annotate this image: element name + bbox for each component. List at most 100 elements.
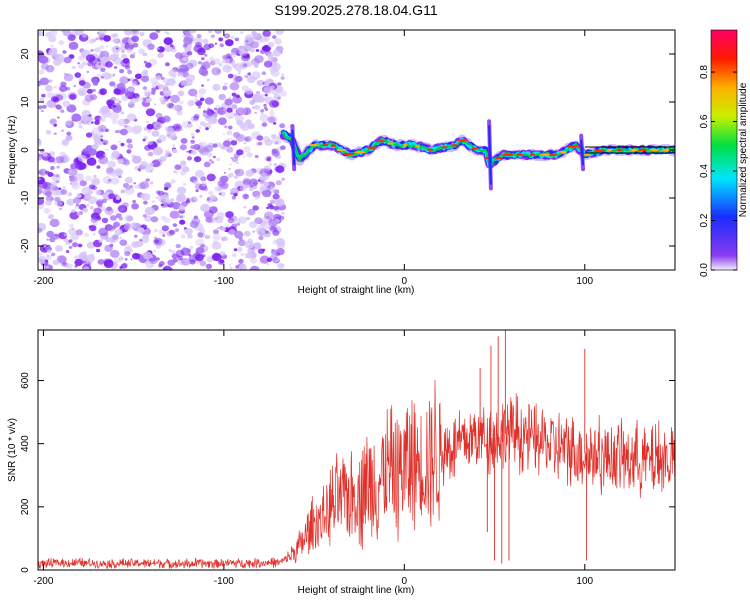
noise-blob xyxy=(170,44,174,48)
noise-blob xyxy=(132,252,140,260)
noise-blob xyxy=(193,215,199,220)
noise-blob xyxy=(142,52,148,57)
x-tick-label: -100 xyxy=(214,576,234,587)
noise-blob xyxy=(155,141,159,144)
noise-blob xyxy=(219,175,229,183)
signal-peak xyxy=(457,139,467,142)
noise-blob xyxy=(237,239,246,247)
noise-blob xyxy=(66,104,77,113)
noise-blob xyxy=(126,149,132,154)
signal-peak xyxy=(529,153,535,156)
noise-blob xyxy=(73,197,82,204)
noise-blob xyxy=(44,259,49,263)
noise-blob xyxy=(244,75,248,78)
noise-blob xyxy=(198,88,207,95)
noise-blob xyxy=(272,256,280,263)
noise-blob xyxy=(267,116,276,123)
noise-blob xyxy=(261,122,268,127)
noise-blob xyxy=(174,164,182,170)
noise-blob xyxy=(158,263,163,268)
noise-blob xyxy=(103,35,111,42)
noise-blob xyxy=(269,205,275,210)
noise-blob xyxy=(178,205,185,211)
noise-blob xyxy=(185,199,191,204)
noise-blob xyxy=(155,196,159,199)
noise-blob xyxy=(262,189,272,198)
noise-blob xyxy=(70,163,78,170)
signal-peak xyxy=(387,142,395,145)
noise-blob xyxy=(144,206,155,216)
noise-blob xyxy=(164,150,171,156)
noise-blob xyxy=(96,248,101,253)
noise-blob xyxy=(53,132,57,135)
noise-blob xyxy=(45,265,49,269)
noise-blob xyxy=(218,37,224,42)
noise-blob xyxy=(132,155,142,164)
noise-blob xyxy=(206,173,216,182)
noise-blob xyxy=(68,41,79,50)
noise-blob xyxy=(207,116,218,125)
noise-blob xyxy=(93,48,97,52)
noise-blob xyxy=(234,74,237,77)
noise-blob xyxy=(215,30,221,33)
noise-blob xyxy=(76,211,82,216)
noise-blob xyxy=(250,257,257,264)
noise-blob xyxy=(204,234,211,240)
noise-blob xyxy=(277,263,285,269)
noise-blob xyxy=(161,204,166,208)
noise-blob xyxy=(181,257,191,266)
noise-blob xyxy=(281,177,285,181)
noise-blob xyxy=(172,148,178,154)
noise-blob xyxy=(244,90,247,93)
noise-blob xyxy=(263,86,273,95)
noise-blob xyxy=(213,107,218,111)
colorbar-tick-label: 0.4 xyxy=(699,164,710,178)
noise-blob xyxy=(45,190,53,197)
noise-blob xyxy=(254,217,263,225)
noise-blob xyxy=(240,31,244,34)
noise-blob xyxy=(130,30,140,36)
noise-blob xyxy=(240,53,251,62)
snr-x-label: Height of straight line (km) xyxy=(298,585,415,596)
noise-blob xyxy=(129,54,135,59)
noise-blob xyxy=(190,149,197,155)
noise-blob xyxy=(232,76,242,84)
noise-blob xyxy=(121,50,125,53)
noise-blob xyxy=(91,144,99,150)
noise-blob xyxy=(201,57,205,61)
noise-blob xyxy=(212,233,221,241)
x-tick-label: 100 xyxy=(576,576,593,587)
noise-blob xyxy=(271,100,280,108)
noise-blob xyxy=(259,255,270,264)
snr-marks xyxy=(38,330,675,570)
noise-blob xyxy=(48,214,54,220)
noise-blob xyxy=(92,233,96,236)
noise-blob xyxy=(179,219,186,225)
noise-blob xyxy=(45,31,52,37)
noise-blob xyxy=(214,215,224,224)
noise-blob xyxy=(65,135,73,142)
noise-blob xyxy=(78,124,83,129)
noise-blob xyxy=(277,82,282,86)
noise-blob xyxy=(76,193,82,198)
noise-blob xyxy=(275,165,285,173)
noise-blob xyxy=(200,243,205,248)
noise-blob xyxy=(236,161,240,165)
noise-blob xyxy=(186,122,193,128)
noise-blob xyxy=(103,72,113,80)
noise-blob xyxy=(267,41,275,48)
noise-blob xyxy=(184,227,193,235)
noise-blob xyxy=(280,145,286,150)
noise-blob xyxy=(42,152,48,157)
noise-blob xyxy=(147,140,153,145)
noise-blob xyxy=(233,248,238,252)
noise-blob xyxy=(88,225,92,228)
noise-blob xyxy=(155,190,161,195)
noise-blob xyxy=(256,229,265,237)
noise-blob xyxy=(162,115,171,123)
noise-blob xyxy=(154,228,158,233)
noise-blob xyxy=(69,93,77,100)
noise-blob xyxy=(266,257,272,262)
noise-blob xyxy=(236,119,243,126)
